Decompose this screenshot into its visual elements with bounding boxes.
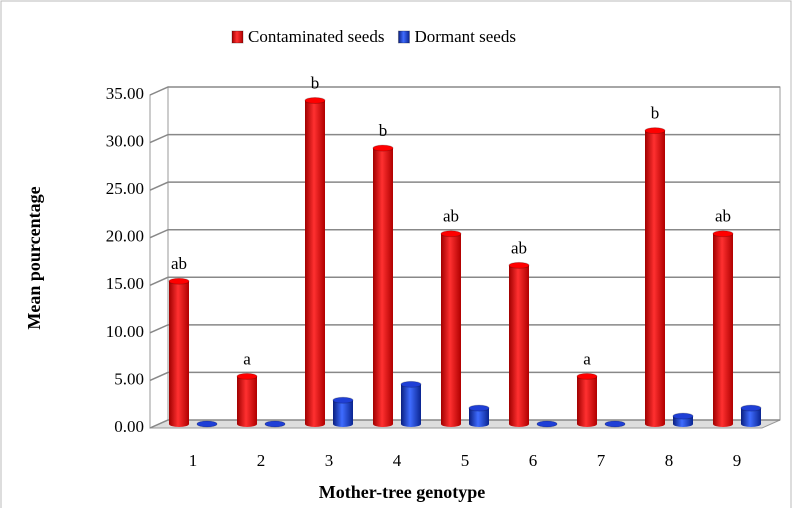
bar-cap (576, 372, 598, 380)
x-tick-label: 8 (665, 451, 674, 470)
bar-base (373, 421, 393, 427)
grid-line (149, 419, 780, 429)
bar (169, 281, 189, 424)
grid-line (149, 133, 780, 144)
bar-base (333, 421, 353, 427)
grid-line (149, 181, 780, 191)
bar-base (673, 421, 693, 427)
bar-cap (332, 396, 354, 404)
legend-swatch (231, 30, 244, 44)
bar-base (577, 421, 597, 427)
bar-cap (304, 97, 326, 105)
x-tick-label: 4 (393, 451, 402, 470)
grid-line (149, 371, 780, 382)
bar-base (469, 421, 489, 427)
bar-cap (644, 127, 666, 135)
bar (441, 233, 461, 424)
grid-line (149, 228, 780, 239)
bar-cap (264, 420, 286, 428)
y-tick-label: 20.00 (106, 227, 144, 246)
bar-cap (468, 404, 490, 412)
x-tick-label: 1 (189, 451, 198, 470)
y-tick-label: 15.00 (106, 274, 144, 293)
bar-cap (400, 380, 422, 388)
bar-base (305, 421, 325, 427)
bar (577, 376, 597, 424)
grid-line (149, 86, 780, 96)
bar (509, 265, 529, 424)
bar-cap (672, 412, 694, 420)
x-tick-label: 3 (325, 451, 334, 470)
value-label: ab (443, 207, 459, 226)
grid-line (149, 276, 780, 286)
bar-cap (440, 230, 462, 238)
value-label: a (583, 349, 591, 368)
y-tick-label: 0.00 (114, 417, 144, 436)
legend-swatch (397, 30, 410, 44)
bar-base (441, 421, 461, 427)
bar-base (741, 421, 761, 427)
legend-label: Dormant seeds (414, 27, 516, 46)
bar (333, 400, 353, 424)
bar-cap (604, 420, 626, 428)
value-label: ab (715, 207, 731, 226)
y-axis-label: Mean pourcentage (24, 186, 44, 329)
value-label: b (379, 121, 388, 140)
y-tick-label: 10.00 (106, 322, 144, 341)
bar (237, 376, 257, 424)
bar-cap (536, 420, 558, 428)
bar-cap (196, 420, 218, 428)
x-axis-label: Mother-tree genotype (319, 482, 485, 502)
bar (713, 233, 733, 424)
value-label: a (243, 349, 251, 368)
x-tick-label: 2 (257, 451, 266, 470)
bar (673, 416, 693, 424)
back-wall (167, 86, 781, 421)
y-tick-label: 35.00 (106, 84, 144, 103)
bar-base (401, 421, 421, 427)
value-label: b (651, 104, 660, 123)
bar (469, 408, 489, 424)
bar (401, 384, 421, 424)
legend-label: Contaminated seeds (248, 27, 384, 46)
bar-base (509, 421, 529, 427)
bar-cap (168, 277, 190, 285)
x-tick-label: 7 (597, 451, 606, 470)
bar (645, 130, 665, 425)
bar-cap (712, 230, 734, 238)
x-tick-label: 5 (461, 451, 470, 470)
x-tick-label: 9 (733, 451, 742, 470)
bar (305, 100, 325, 424)
y-tick-label: 25.00 (106, 179, 144, 198)
bar-cap (372, 144, 394, 152)
bar-cap (740, 404, 762, 412)
value-label: ab (511, 238, 527, 257)
bar-base (713, 421, 733, 427)
bar-base (237, 421, 257, 427)
value-label: ab (171, 254, 187, 273)
bar (373, 148, 393, 425)
y-tick-label: 30.00 (106, 131, 144, 150)
grid-line (149, 324, 780, 334)
bar-base (645, 421, 665, 427)
bar (741, 408, 761, 424)
x-tick-label: 6 (529, 451, 538, 470)
bar-cap (236, 372, 258, 380)
value-label: b (311, 73, 320, 92)
bar-base (169, 421, 189, 427)
bar-cap (508, 261, 530, 269)
y-tick-label: 5.00 (114, 369, 144, 388)
